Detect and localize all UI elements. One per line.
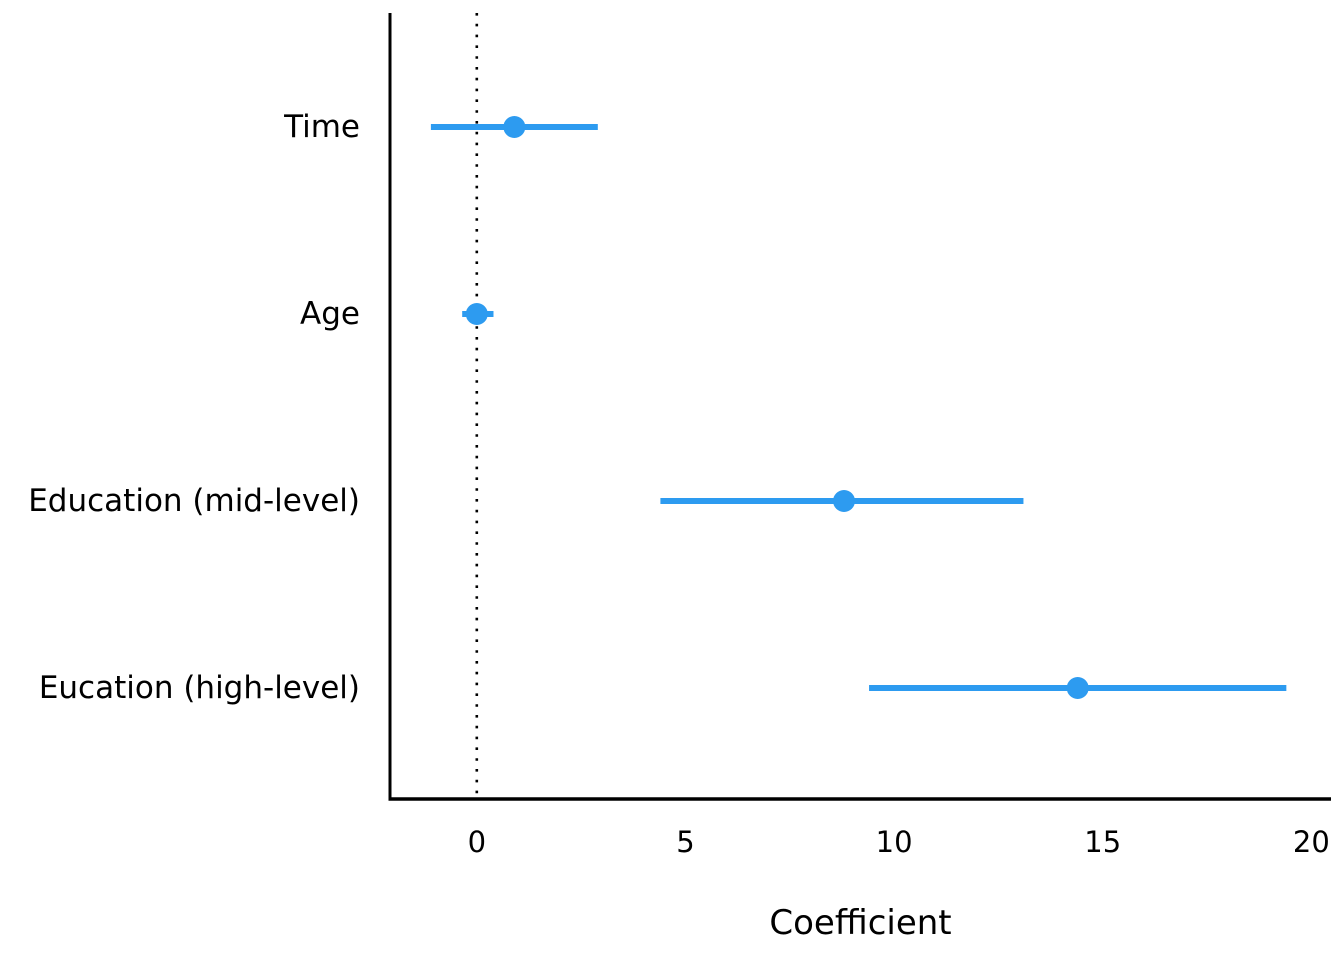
y-tick-label: Eucation (high-level) — [38, 670, 360, 706]
point-marker — [465, 303, 488, 325]
point-marker — [833, 490, 856, 512]
y-tick-label: Time — [284, 109, 360, 145]
y-tick-label: Age — [300, 296, 360, 332]
x-axis-title: Coefficient — [769, 903, 952, 943]
x-tick-label: 0 — [467, 825, 487, 859]
x-tick-label: 5 — [676, 825, 695, 859]
y-tick-label: Education (mid-level) — [28, 483, 360, 519]
x-tick-label: 10 — [875, 825, 913, 859]
point-marker — [503, 116, 526, 138]
x-tick-label: 20 — [1292, 825, 1330, 859]
point-marker — [1066, 677, 1089, 699]
x-tick-label: 15 — [1084, 825, 1122, 859]
